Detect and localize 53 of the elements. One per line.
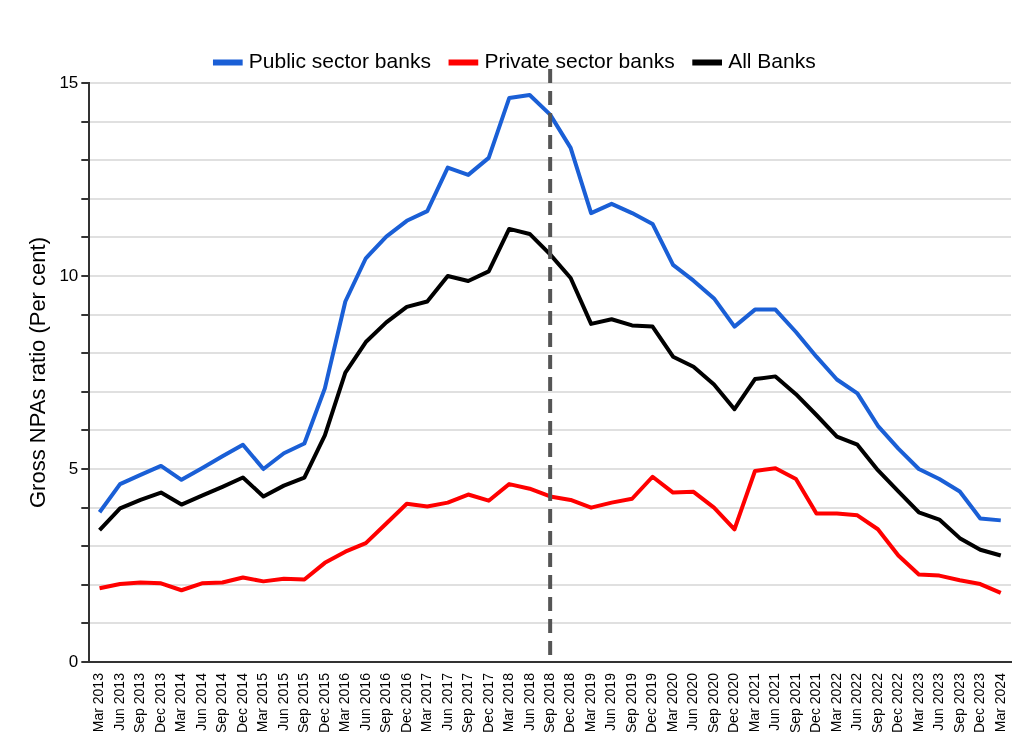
x-tick-label: Mar 2014 <box>172 672 189 733</box>
x-tick-label: Sep 2021 <box>786 672 803 734</box>
x-tick-label: Mar 2013 <box>90 672 107 733</box>
x-tick-label: Jun 2015 <box>274 672 291 731</box>
x-tick-label: Jun 2014 <box>192 672 209 731</box>
x-tick-label: Mar 2023 <box>909 672 926 733</box>
x-tick-label: Jun 2013 <box>110 672 127 731</box>
legend-label: Private sector banks <box>484 49 675 73</box>
y-axis-title: Gross NPAs ratio (Per cent) <box>25 237 51 509</box>
x-tick-label: Sep 2023 <box>950 672 967 734</box>
x-tick-label: Dec 2017 <box>479 672 496 733</box>
x-tick-label: Dec 2013 <box>151 672 168 733</box>
x-tick-label: Jun 2019 <box>602 672 619 731</box>
x-tick-label: Dec 2019 <box>643 672 660 733</box>
legend-label: Public sector banks <box>248 49 431 73</box>
x-tick-label: Dec 2023 <box>971 672 988 733</box>
x-tick-label: Sep 2015 <box>295 672 312 734</box>
x-tick-label: Mar 2024 <box>991 672 1008 733</box>
x-tick-label: Dec 2020 <box>725 672 742 733</box>
y-tick-label: 15 <box>59 72 79 92</box>
legend-label: All Banks <box>728 49 816 73</box>
x-tick-label: Dec 2022 <box>889 672 906 733</box>
x-tick-label: Jun 2018 <box>520 672 537 731</box>
x-tick-label: Mar 2021 <box>745 672 762 733</box>
x-tick-label: Jun 2022 <box>848 672 865 731</box>
x-tick-label: Mar 2018 <box>500 672 517 733</box>
x-tick-label: Mar 2022 <box>827 672 844 733</box>
x-tick-label: Sep 2018 <box>541 672 558 734</box>
x-tick-label: Jun 2016 <box>356 672 373 731</box>
x-tick-label: Dec 2015 <box>315 672 332 733</box>
x-tick-label: Mar 2016 <box>336 672 353 733</box>
x-tick-label: Sep 2022 <box>868 672 885 734</box>
x-tick-label: Dec 2016 <box>397 672 414 733</box>
x-tick-label: Sep 2020 <box>704 672 721 734</box>
x-tick-label: Sep 2016 <box>377 672 394 734</box>
x-tick-label: Dec 2014 <box>233 672 250 733</box>
x-tick-label: Jun 2020 <box>684 672 701 731</box>
x-tick-label: Jun 2021 <box>766 672 783 731</box>
x-tick-label: Sep 2014 <box>213 672 230 734</box>
y-tick-label: 10 <box>59 265 79 285</box>
x-tick-label: Jun 2017 <box>438 672 455 731</box>
x-tick-label: Jun 2023 <box>930 672 947 731</box>
x-tick-label: Mar 2019 <box>581 672 598 733</box>
y-tick-label: 5 <box>68 458 79 478</box>
x-tick-label: Mar 2015 <box>254 672 271 733</box>
x-tick-label: Sep 2019 <box>622 672 639 734</box>
x-tick-label: Sep 2013 <box>131 672 148 734</box>
x-tick-label: Dec 2021 <box>807 672 824 733</box>
x-tick-label: Mar 2017 <box>418 672 435 733</box>
y-tick-label: 0 <box>68 651 79 671</box>
x-tick-label: Dec 2018 <box>561 672 578 733</box>
x-tick-label: Mar 2020 <box>663 672 680 733</box>
x-tick-label: Sep 2017 <box>459 672 476 734</box>
